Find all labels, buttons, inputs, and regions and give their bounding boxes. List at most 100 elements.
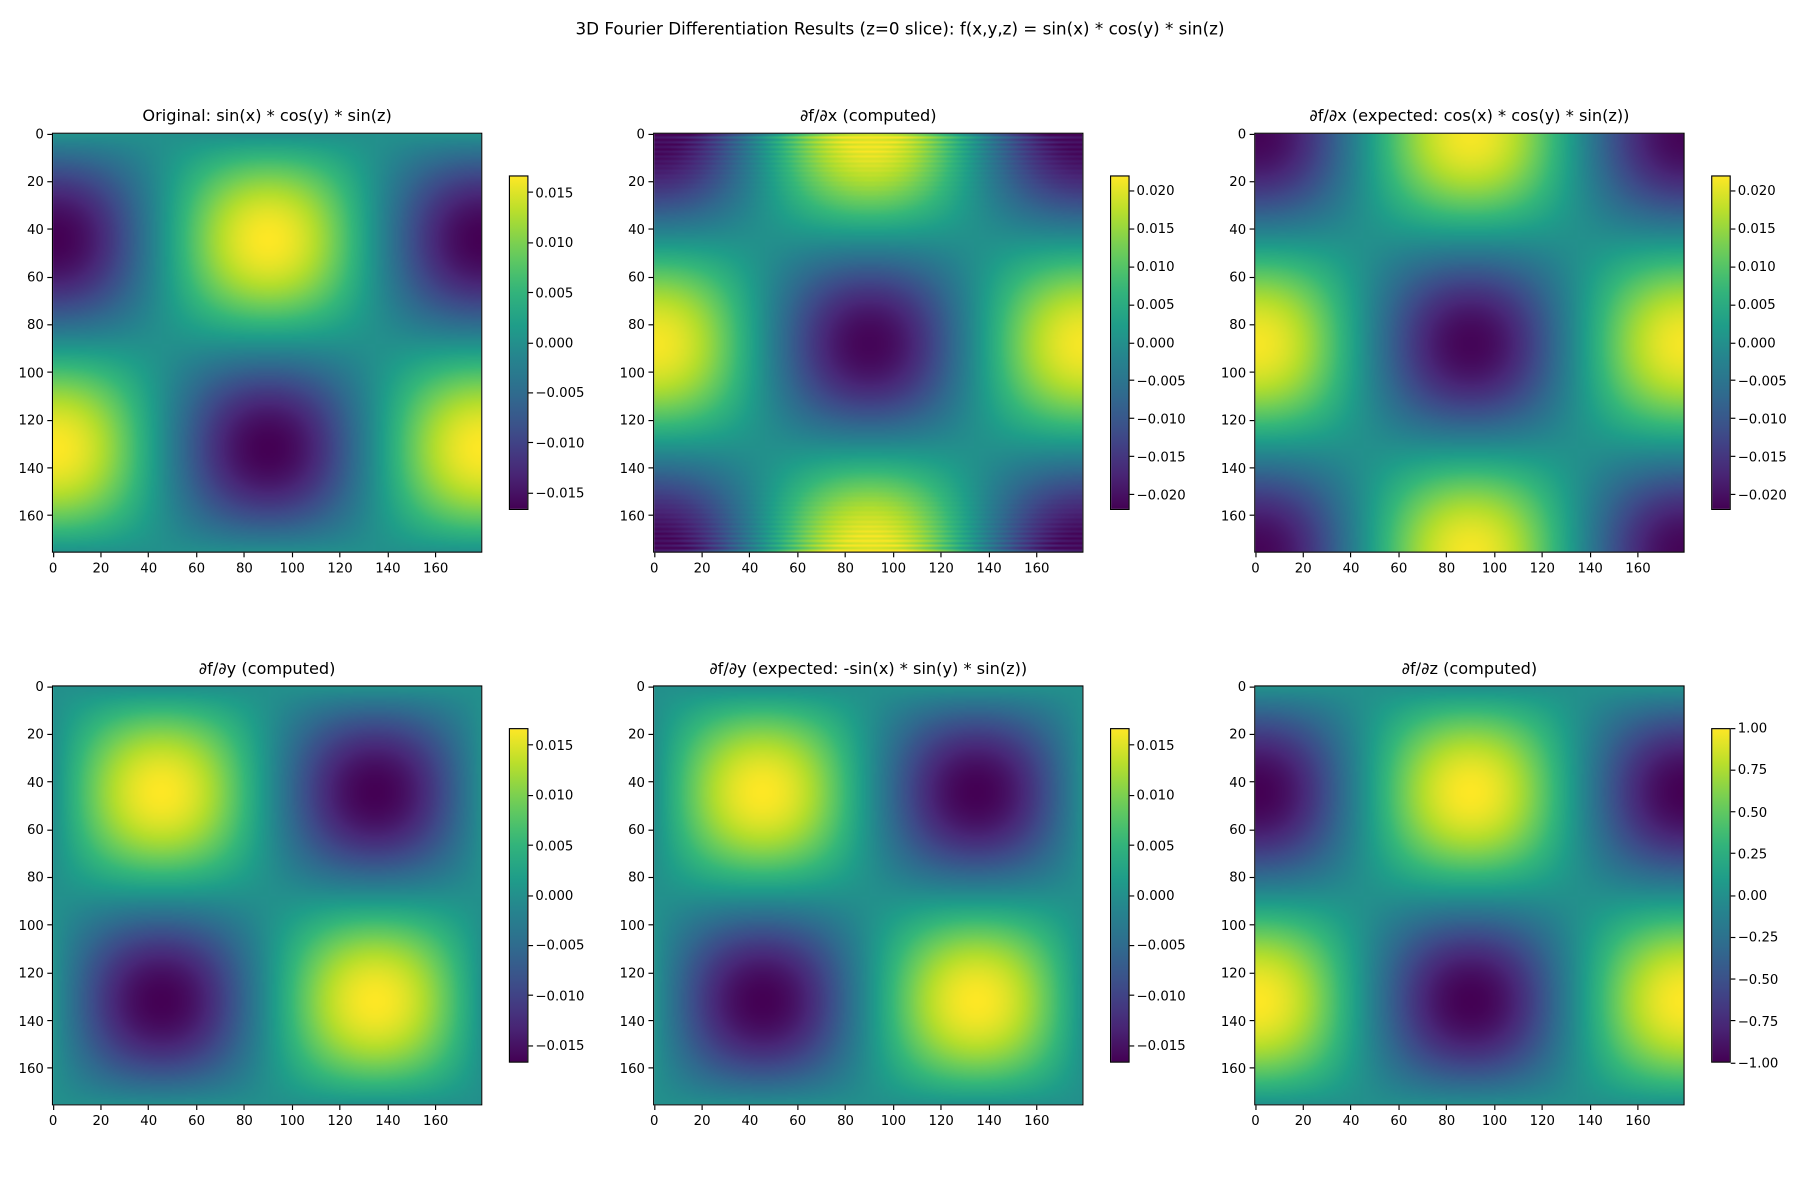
colorbar-tick-mark: [528, 191, 534, 193]
colorbar-tick-mark: [1129, 418, 1135, 420]
y-tick-label: 80: [628, 869, 645, 886]
y-tick-mark: [47, 133, 52, 135]
y-tick-label: 140: [18, 1012, 44, 1029]
x-tick-label: 40: [1342, 1112, 1360, 1129]
colorbar-tick-mark: [1129, 342, 1135, 344]
colorbar-tick-label: 0.020: [1737, 182, 1776, 199]
x-tick-label: 40: [1342, 559, 1360, 576]
x-tick-mark: [387, 552, 389, 558]
heatmap-axes: [51, 685, 483, 1106]
colorbar-tick-label: 0.015: [535, 737, 574, 754]
y-tick-mark: [47, 876, 52, 879]
colorbar-tick-mark: [1730, 1062, 1736, 1064]
subplot-title: Original: sin(x) * cos(y) * sin(z): [142, 107, 392, 126]
colorbar-tick-label: −0.50: [1737, 970, 1779, 988]
x-tick-mark: [148, 552, 150, 558]
colorbar-tick-label: −0.010: [1136, 987, 1186, 1004]
y-tick-mark: [47, 781, 52, 783]
x-tick-mark: [435, 552, 437, 558]
x-tick-label: 40: [140, 1112, 158, 1129]
y-tick-label: 20: [628, 173, 645, 190]
y-tick-label: 160: [18, 1060, 44, 1077]
x-tick-mark: [243, 1105, 245, 1110]
colorbar: [1109, 175, 1130, 510]
y-tick-mark: [1249, 1067, 1255, 1069]
y-tick-label: 40: [26, 773, 44, 791]
x-tick-mark: [1302, 1105, 1304, 1110]
colorbar-tick-mark: [1129, 894, 1135, 896]
y-tick-mark: [47, 733, 52, 735]
colorbar-tick-mark: [1129, 944, 1135, 947]
y-tick-mark: [648, 228, 654, 230]
x-tick-label: 160: [423, 559, 449, 576]
colorbar-tick-mark: [1730, 1020, 1736, 1022]
colorbar-tick-label: 0.010: [1737, 258, 1776, 275]
y-tick-mark: [1249, 419, 1255, 421]
x-tick-mark: [892, 1105, 894, 1110]
colorbar-tick-label: −0.015: [1136, 1037, 1186, 1054]
x-tick-label: 0: [48, 1112, 58, 1129]
y-tick-mark: [648, 133, 654, 135]
x-tick-mark: [1446, 1105, 1448, 1110]
y-tick-label: 80: [1229, 869, 1247, 886]
x-tick-mark: [940, 552, 942, 558]
y-tick-mark: [648, 685, 654, 688]
x-tick-mark: [749, 1105, 751, 1110]
colorbar-tick-label: 1.00: [1737, 719, 1768, 737]
colorbar-tick-mark: [1129, 266, 1135, 268]
x-tick-label: 80: [837, 559, 854, 576]
y-tick-label: 40: [1229, 773, 1247, 791]
colorbar-tick-label: 0.010: [1136, 258, 1175, 275]
x-tick-mark: [1493, 1105, 1496, 1110]
x-tick-label: 60: [188, 1112, 206, 1129]
y-tick-mark: [1249, 515, 1255, 517]
x-tick-label: 160: [1625, 559, 1651, 576]
y-tick-label: 40: [26, 221, 44, 238]
x-tick-label: 80: [1438, 559, 1456, 576]
x-tick-mark: [988, 552, 990, 558]
x-tick-label: 100: [1481, 559, 1508, 576]
x-tick-label: 0: [650, 1112, 659, 1129]
y-tick-label: 140: [619, 1012, 645, 1029]
x-tick-label: 0: [1251, 1112, 1260, 1129]
colorbar-tick-mark: [1730, 494, 1736, 496]
y-tick-label: 20: [26, 173, 44, 190]
colorbar-tick-mark: [528, 342, 534, 344]
colorbar-tick-label: −0.020: [1136, 486, 1186, 503]
x-tick-label: 20: [92, 1112, 110, 1129]
colorbar-tick-label: 0.015: [535, 184, 574, 201]
y-tick-mark: [648, 276, 654, 278]
x-tick-label: 100: [279, 1112, 305, 1129]
colorbar-tick-label: −0.015: [1136, 448, 1186, 465]
y-tick-label: 120: [18, 412, 44, 429]
colorbar-tick-mark: [1730, 936, 1736, 938]
x-tick-mark: [1036, 1105, 1038, 1110]
colorbar-tick-mark: [528, 794, 534, 796]
colorbar-tick-label: −0.005: [535, 384, 585, 401]
x-tick-label: 0: [48, 559, 58, 576]
y-tick-mark: [648, 181, 654, 183]
subplot-title: ∂f/∂x (expected: cos(x) * cos(y) * sin(z…: [1309, 107, 1630, 126]
x-tick-mark: [339, 1105, 341, 1110]
colorbar-tick-label: −1.00: [1737, 1054, 1779, 1071]
heatmap-axes: [653, 132, 1084, 553]
y-tick-label: 0: [1237, 678, 1247, 695]
colorbar-tick-mark: [1129, 744, 1135, 746]
colorbar-tick-mark: [528, 292, 534, 294]
colorbar-tick-label: −0.005: [535, 937, 585, 954]
colorbar-tick-label: −0.005: [1136, 372, 1186, 389]
y-tick-label: 40: [628, 221, 645, 238]
colorbar-tick-mark: [528, 392, 534, 394]
y-tick-mark: [1249, 181, 1255, 183]
x-tick-label: 40: [741, 1112, 759, 1129]
y-tick-mark: [648, 1067, 654, 1069]
y-tick-mark: [648, 467, 654, 469]
colorbar-tick-mark: [528, 1045, 534, 1047]
colorbar-tick-label: 0.000: [535, 887, 574, 904]
y-tick-label: 60: [628, 821, 645, 838]
colorbar-tick-label: −0.015: [535, 484, 585, 502]
y-tick-label: 100: [1220, 917, 1247, 934]
colorbar-tick-label: 0.015: [1136, 737, 1175, 754]
y-tick-mark: [648, 829, 654, 831]
y-tick-mark: [1249, 829, 1255, 831]
